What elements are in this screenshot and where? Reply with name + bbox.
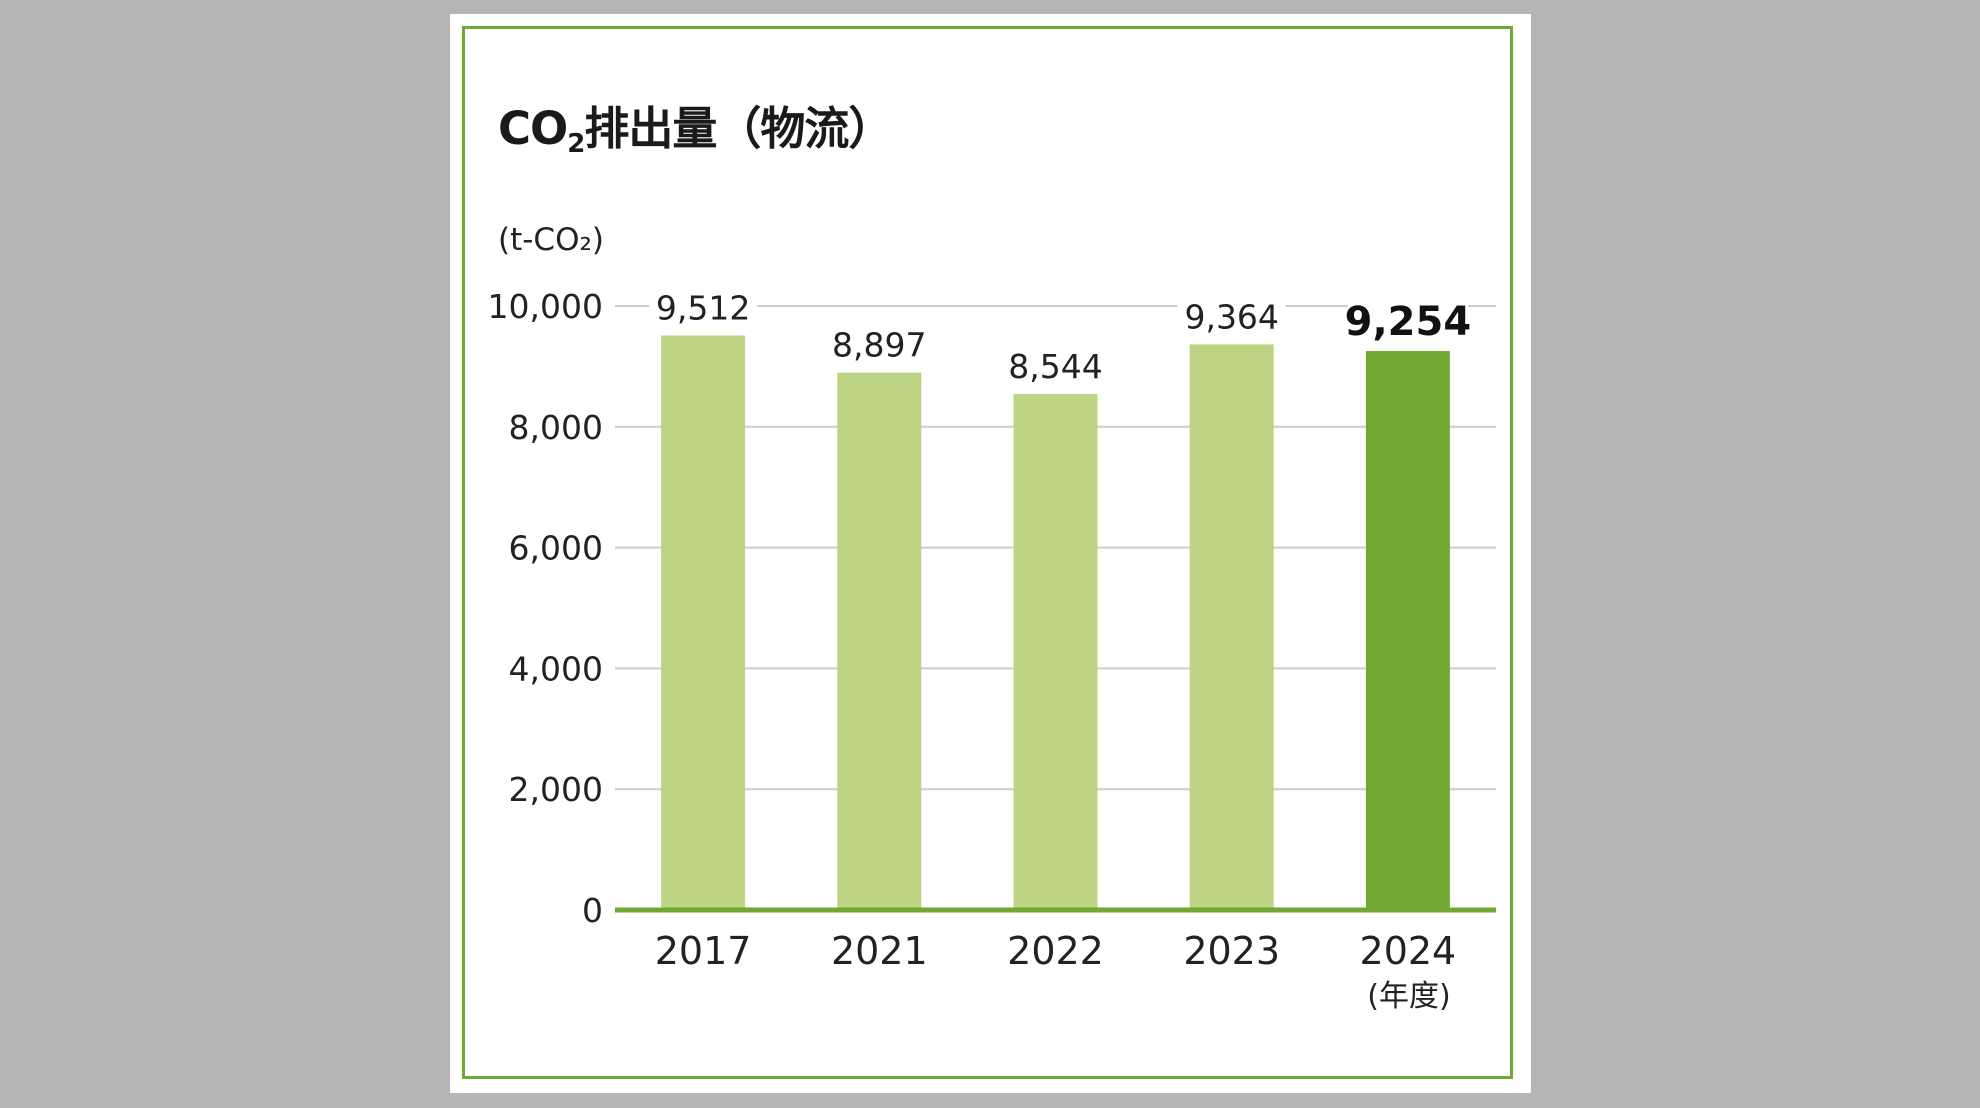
y-axis-unit: (t-CO₂) (498, 222, 604, 258)
x-tick-label: 2017 (655, 929, 752, 973)
x-axis-unit: (年度) (1367, 979, 1450, 1014)
bar-2024 (1365, 351, 1450, 910)
value-label: 9,512 (656, 288, 750, 327)
value-label: 8,897 (832, 326, 926, 365)
bar-2021 (837, 372, 922, 910)
x-tick-label: 2023 (1183, 929, 1280, 973)
value-label-backing (1177, 294, 1286, 337)
y-tick-label: 10,000 (488, 287, 603, 326)
value-label: 9,254 (1345, 299, 1472, 345)
x-tick-label: 2024 (1360, 929, 1457, 973)
y-tick-label: 2,000 (509, 770, 603, 809)
x-tick-label: 2021 (831, 929, 928, 973)
bar-chart: (t-CO₂) 0 2,000 4,000 6,000 8,000 10,000 2017 2… (488, 222, 1496, 1014)
x-tick-label: 2022 (1007, 929, 1104, 973)
y-tick-label: 4,000 (509, 649, 603, 688)
chart-frame (462, 26, 1513, 1079)
value-label-backing (649, 285, 758, 328)
chart-card: CO2排出量（物流） (t-CO₂) 0 2,000 4,000 6,000 8,000… (450, 14, 1531, 1093)
y-tick-label: 6,000 (509, 529, 603, 568)
y-tick-label: 0 (582, 891, 603, 930)
title-main: CO (498, 102, 568, 155)
title-subscript: 2 (567, 129, 585, 159)
y-tick-label: 8,000 (509, 408, 603, 447)
title-rest: 排出量（物流） (584, 102, 893, 155)
value-label-backing (1001, 343, 1110, 386)
value-label-backing (1347, 301, 1468, 344)
bar-2022 (1013, 393, 1098, 911)
bar-2017 (661, 335, 746, 910)
value-label: 9,364 (1184, 297, 1278, 336)
bar-2023 (1189, 344, 1274, 910)
value-label: 8,544 (1008, 347, 1102, 386)
value-label-backing (825, 322, 934, 365)
chart-title: CO2排出量（物流） (498, 92, 893, 159)
